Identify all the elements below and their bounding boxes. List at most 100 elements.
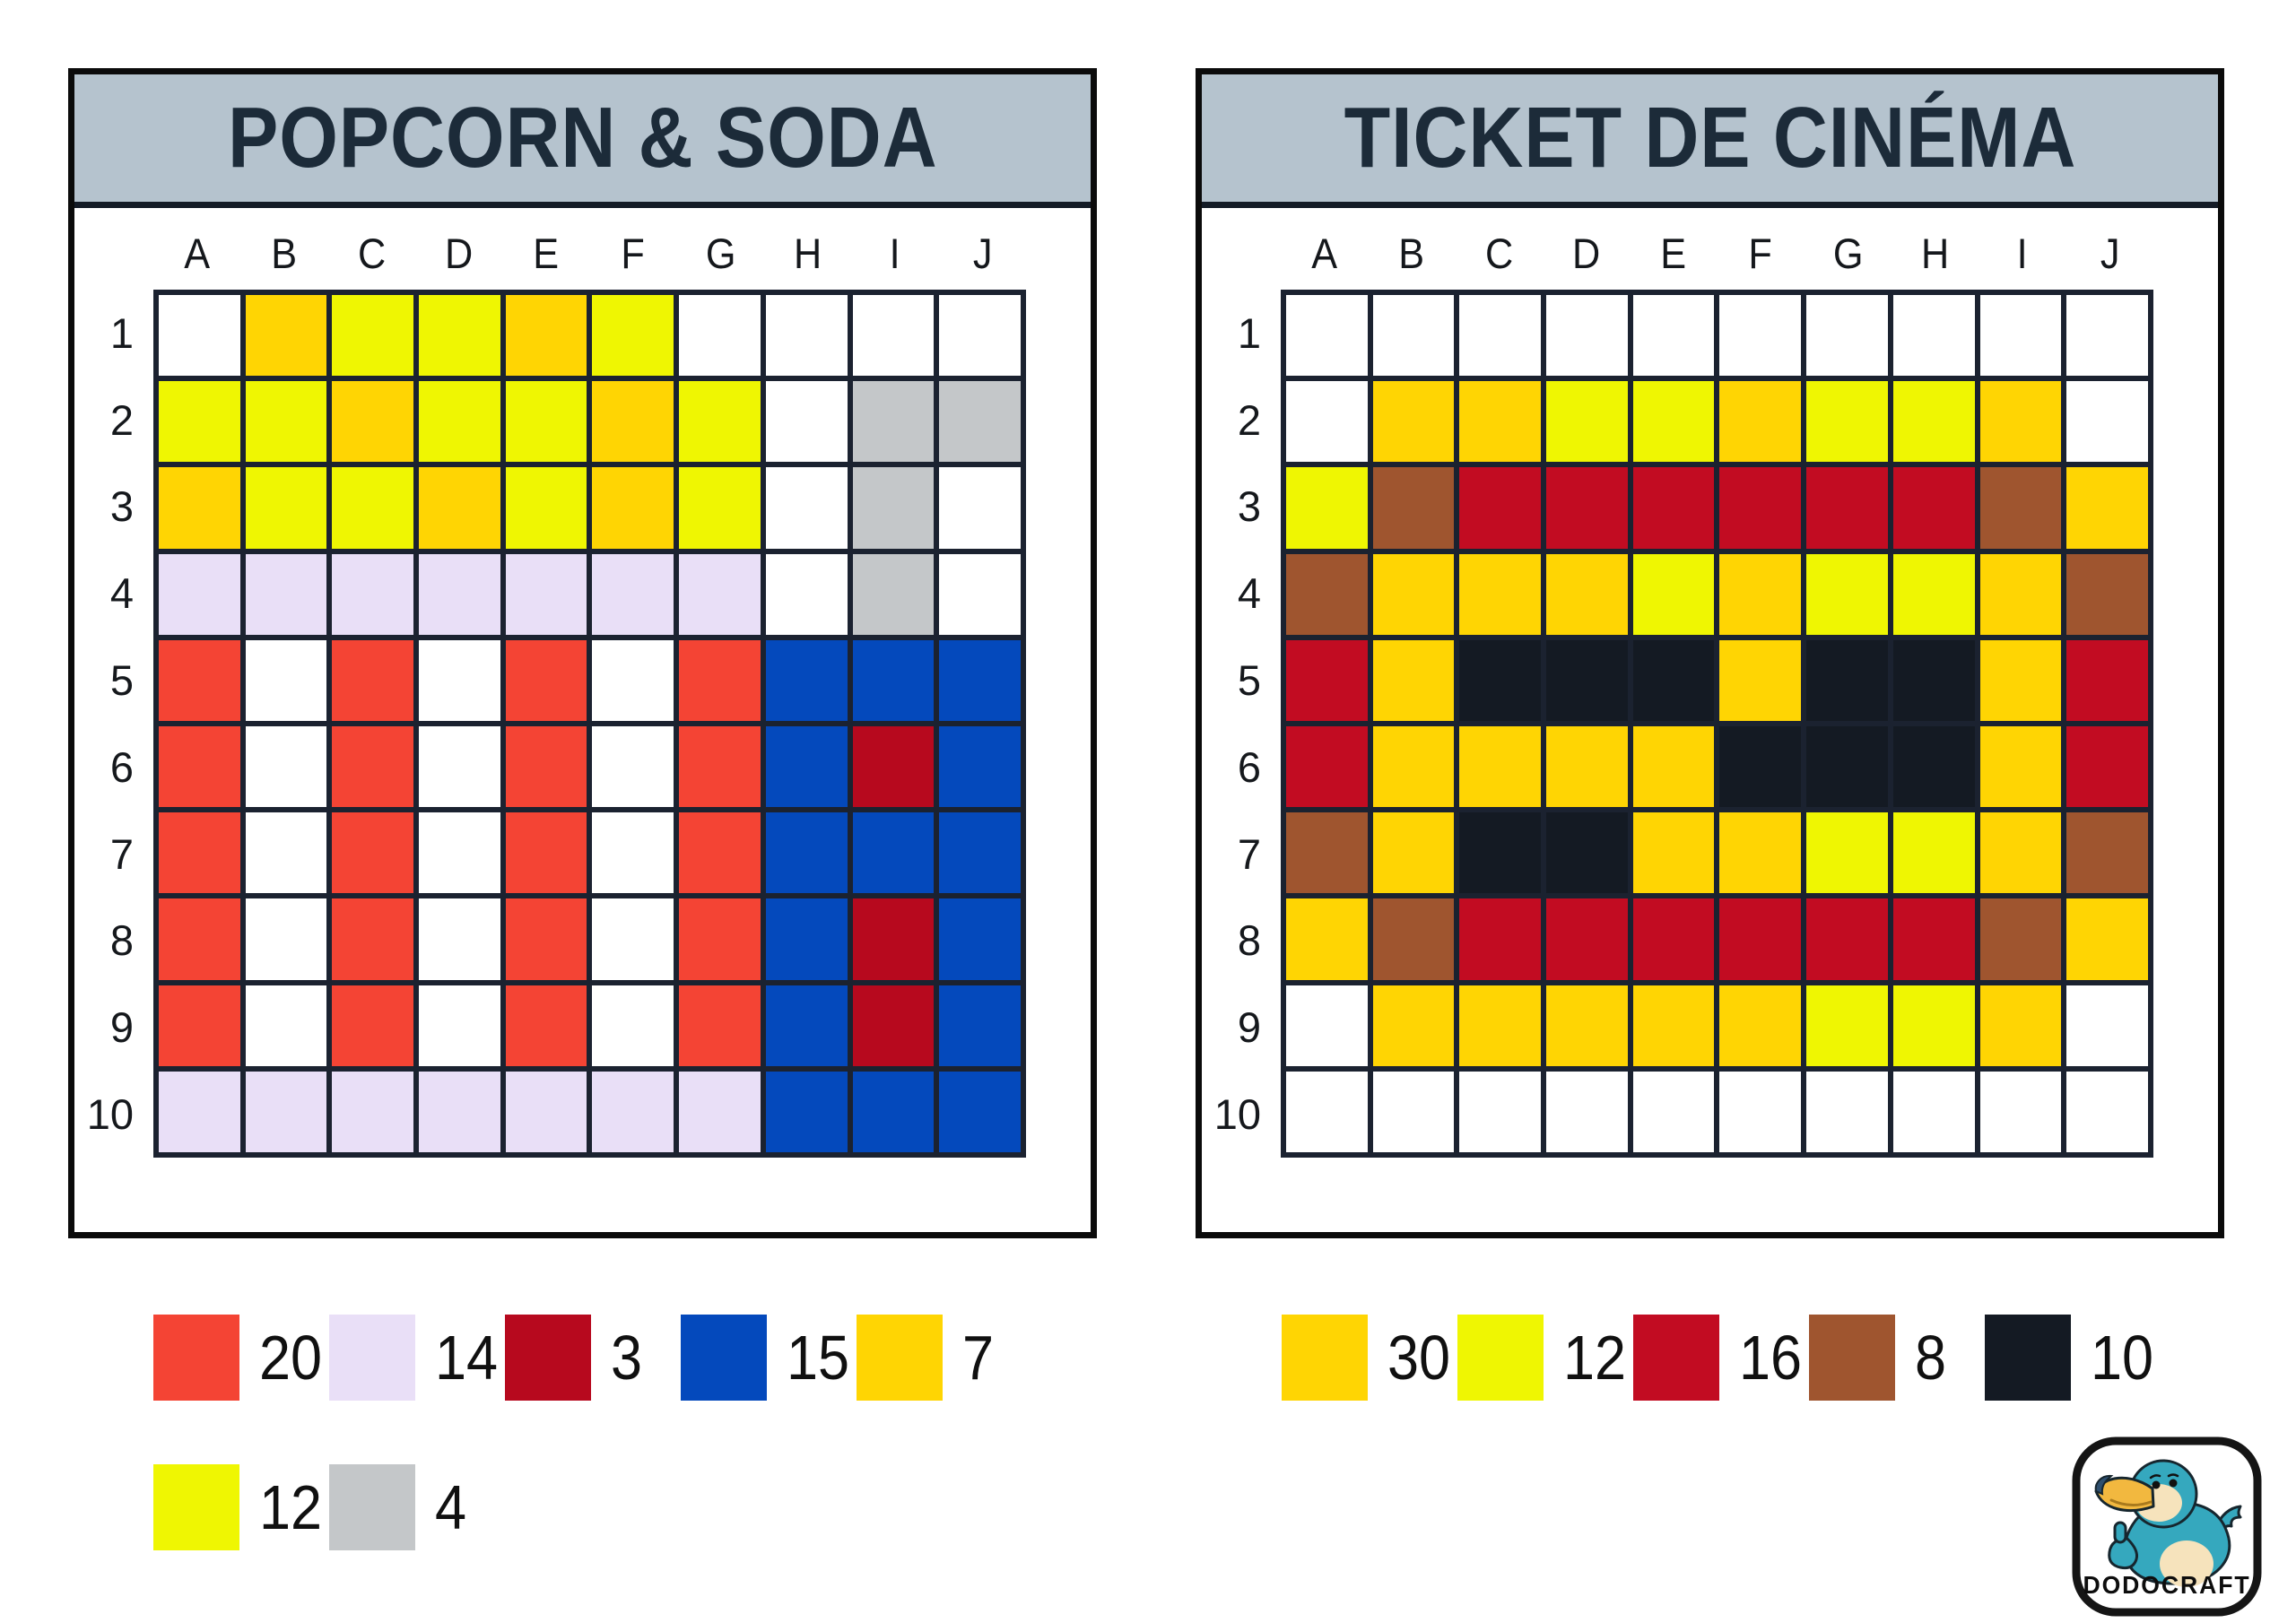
- grid-cell-C1: [332, 295, 414, 377]
- grid-cell-J7: [2066, 812, 2148, 894]
- grid-cell-I4: [852, 553, 935, 635]
- column-label-G: G: [1832, 229, 1864, 277]
- grid-cell-J6: [2066, 725, 2148, 808]
- row-label-10: 10: [1213, 1090, 1261, 1139]
- legend-color-chip: [1282, 1315, 1368, 1401]
- legend-item: 12: [1457, 1315, 1633, 1401]
- grid-cell-I3: [1979, 467, 2062, 549]
- grid-cell-H5: [1892, 639, 1975, 721]
- row-label-1: 1: [109, 308, 134, 357]
- grid-cell-F6: [592, 725, 674, 808]
- column-labels: A B C D E F G H I J: [153, 218, 1026, 288]
- grid-cell-H8: [1892, 898, 1975, 980]
- grid-cell-B8: [245, 898, 327, 980]
- grid-cell-H9: [765, 985, 848, 1066]
- grid-cell-E7: [1632, 812, 1715, 894]
- grid-cell-B5: [1372, 639, 1455, 721]
- grid-cell-I6: [1979, 725, 2062, 808]
- legend-count: 30: [1387, 1323, 1451, 1393]
- grid-cell-B5: [245, 639, 327, 721]
- grid-cell-A2: [159, 381, 240, 463]
- legend-item: 4: [329, 1464, 505, 1550]
- column-labels: A B C D E F G H I J: [1281, 218, 2153, 288]
- legend-count: 7: [962, 1323, 995, 1393]
- grid-cell-D5: [1546, 639, 1628, 721]
- grid-cell-D7: [419, 812, 500, 894]
- column-label-J: J: [972, 229, 993, 277]
- pixel-grid: [1281, 290, 2153, 1158]
- grid-cell-F4: [1719, 553, 1802, 635]
- grid-cell-J8: [939, 898, 1021, 980]
- legend-count: 16: [1739, 1323, 1803, 1393]
- grid-cell-B7: [245, 812, 327, 894]
- grid-cell-H10: [765, 1071, 848, 1152]
- grid-cell-H4: [1892, 553, 1975, 635]
- grid-cell-I1: [1979, 295, 2062, 377]
- grid-cell-A5: [159, 639, 240, 721]
- grid-cell-C8: [332, 898, 414, 980]
- grid-cell-I9: [1979, 985, 2062, 1066]
- grid-cell-A8: [1286, 898, 1368, 980]
- row-label-7: 7: [109, 829, 134, 878]
- grid-cell-D3: [419, 467, 500, 549]
- legend-count: 15: [787, 1323, 850, 1393]
- grid-cell-G3: [679, 467, 761, 549]
- grid-cell-A1: [1286, 295, 1368, 377]
- legend-item: 7: [857, 1315, 1032, 1401]
- grid-cell-B4: [245, 553, 327, 635]
- legend-color-chip: [153, 1315, 239, 1401]
- grid-cell-G8: [679, 898, 761, 980]
- grid-cell-H4: [765, 553, 848, 635]
- grid-cell-G6: [1806, 725, 1888, 808]
- grid-cell-A2: [1286, 381, 1368, 463]
- row-label-5: 5: [109, 656, 134, 705]
- logo-brand-text: DODOCRAFT: [2083, 1571, 2251, 1599]
- legend-color-chip: [329, 1464, 415, 1550]
- grid-cell-F5: [1719, 639, 1802, 721]
- row-label-1: 1: [1237, 308, 1261, 357]
- grid-cell-I9: [852, 985, 935, 1066]
- grid-cell-G1: [679, 295, 761, 377]
- grid-cell-G10: [679, 1071, 761, 1152]
- grid-cell-B10: [1372, 1071, 1455, 1152]
- grid-cell-E5: [505, 639, 587, 721]
- row-label-8: 8: [1237, 916, 1261, 965]
- grid-cell-B1: [1372, 295, 1455, 377]
- grid-cell-I10: [1979, 1071, 2062, 1152]
- column-label-I: I: [2017, 229, 2029, 277]
- grid-cell-J9: [2066, 985, 2148, 1066]
- legend-color-chip: [1457, 1315, 1544, 1401]
- grid-cell-D10: [1546, 1071, 1628, 1152]
- grid-cell-E3: [505, 467, 587, 549]
- grid-cell-J3: [939, 467, 1021, 549]
- legend-count: 10: [2091, 1323, 2154, 1393]
- legend-item: 8: [1809, 1315, 1985, 1401]
- grid-cell-H10: [1892, 1071, 1975, 1152]
- legend-count: 14: [435, 1323, 499, 1393]
- grid-cell-J10: [2066, 1071, 2148, 1152]
- grid-cell-H1: [1892, 295, 1975, 377]
- grid-cell-I3: [852, 467, 935, 549]
- grid-cell-J1: [939, 295, 1021, 377]
- column-label-C: C: [357, 229, 386, 277]
- grid-cell-B2: [245, 381, 327, 463]
- grid-cell-E8: [1632, 898, 1715, 980]
- grid-cell-A9: [159, 985, 240, 1066]
- legend-count: 4: [435, 1472, 467, 1542]
- grid-cell-C9: [332, 985, 414, 1066]
- grid-cell-J10: [939, 1071, 1021, 1152]
- grid-cell-G8: [1806, 898, 1888, 980]
- legend-item: 3: [505, 1315, 681, 1401]
- grid-cell-J4: [2066, 553, 2148, 635]
- column-label-E: E: [1660, 229, 1687, 277]
- grid-cell-D2: [1546, 381, 1628, 463]
- grid-cell-E2: [1632, 381, 1715, 463]
- legend-count: 12: [1563, 1323, 1627, 1393]
- grid-cell-D10: [419, 1071, 500, 1152]
- grid-cell-J2: [939, 381, 1021, 463]
- grid-cell-B8: [1372, 898, 1455, 980]
- grid-cell-D8: [419, 898, 500, 980]
- grid-cell-A10: [159, 1071, 240, 1152]
- column-label-A: A: [1311, 229, 1338, 277]
- legend-count: 3: [611, 1323, 643, 1393]
